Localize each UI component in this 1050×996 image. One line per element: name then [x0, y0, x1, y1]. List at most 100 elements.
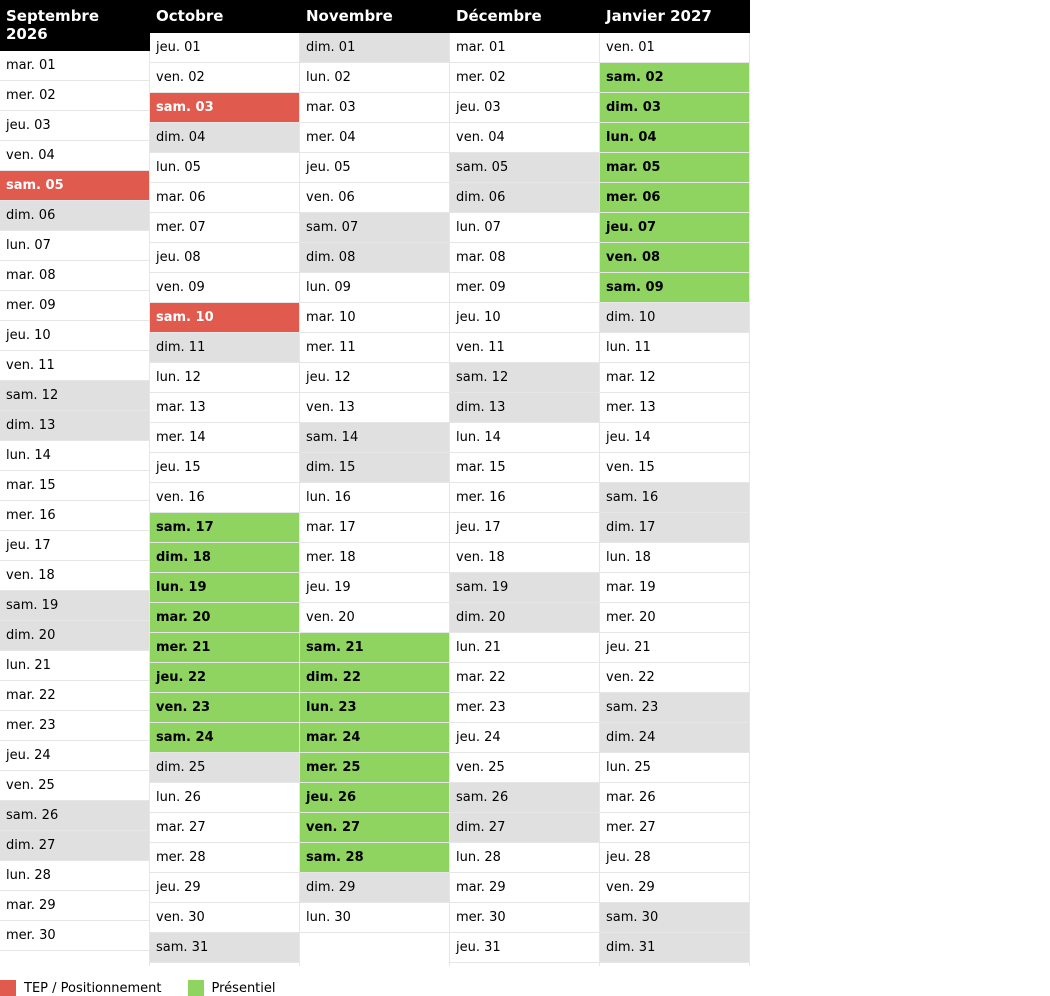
empty-cell [300, 933, 450, 966]
day-cell: mer. 16 [0, 501, 150, 531]
day-cell: mar. 27 [150, 813, 300, 843]
day-cell: jeu. 26 [300, 783, 450, 813]
day-cell: mer. 09 [450, 273, 600, 303]
day-cell: ven. 11 [450, 333, 600, 363]
day-cell: mar. 01 [0, 51, 150, 81]
month-column-janvier: Janvier 2027 ven. 01 sam. 02 dim. 03 lun. 0… [600, 0, 750, 966]
day-cell: sam. 23 [600, 693, 750, 723]
day-cell: mar. 05 [600, 153, 750, 183]
day-cell: ven. 02 [150, 63, 300, 93]
day-cell: ven. 30 [150, 903, 300, 933]
day-cell: sam. 17 [150, 513, 300, 543]
day-cell: ven. 25 [0, 771, 150, 801]
day-cell: lun. 16 [300, 483, 450, 513]
day-cell: jeu. 24 [0, 741, 150, 771]
day-cell: dim. 17 [600, 513, 750, 543]
day-cell: ven. 27 [300, 813, 450, 843]
day-cell: mer. 27 [600, 813, 750, 843]
day-cell: mer. 07 [150, 213, 300, 243]
day-cell: sam. 12 [450, 363, 600, 393]
legend: TEP / Positionnement Présentiel [0, 980, 302, 996]
day-cell: ven. 04 [0, 141, 150, 171]
day-cell: ven. 01 [600, 33, 750, 63]
day-cell: mer. 20 [600, 603, 750, 633]
day-cell: ven. 15 [600, 453, 750, 483]
day-cell: sam. 24 [150, 723, 300, 753]
day-cell: ven. 04 [450, 123, 600, 153]
day-cell: dim. 18 [150, 543, 300, 573]
day-cell: mar. 20 [150, 603, 300, 633]
day-cell: ven. 22 [600, 663, 750, 693]
month-column-novembre: Novembre dim. 01 lun. 02 mar. 03 mer. 04 jeu… [300, 0, 450, 966]
day-cell: lun. 05 [150, 153, 300, 183]
day-cell: jeu. 08 [150, 243, 300, 273]
empty-cell [0, 951, 150, 966]
day-cell: mar. 29 [0, 891, 150, 921]
day-cell: jeu. 07 [600, 213, 750, 243]
day-cell: ven. 13 [300, 393, 450, 423]
legend-swatch-green [187, 980, 204, 996]
day-cell: jeu. 15 [150, 453, 300, 483]
day-cell: ven. 29 [600, 873, 750, 903]
legend-item-tep: TEP / Positionnement [0, 980, 162, 996]
empty-cell [150, 963, 300, 966]
legend-label: Présentiel [211, 980, 276, 996]
day-cell: sam. 26 [0, 801, 150, 831]
month-column-octobre: Octobre jeu. 01 ven. 02 sam. 03 dim. 04 lun.… [150, 0, 300, 966]
day-cell: ven. 18 [0, 561, 150, 591]
day-cell: mer. 04 [300, 123, 450, 153]
day-cell: ven. 06 [300, 183, 450, 213]
day-cell: mar. 26 [600, 783, 750, 813]
day-cell: lun. 26 [150, 783, 300, 813]
day-cell: mar. 19 [600, 573, 750, 603]
day-cell: mer. 23 [450, 693, 600, 723]
day-cell: ven. 09 [150, 273, 300, 303]
day-cell: mer. 02 [450, 63, 600, 93]
day-cell: lun. 14 [0, 441, 150, 471]
day-cell: jeu. 14 [600, 423, 750, 453]
day-cell: dim. 11 [150, 333, 300, 363]
day-list: mar. 01 mer. 02 jeu. 03 ven. 04 sam. 05 dim. … [0, 51, 150, 966]
day-cell: dim. 31 [600, 933, 750, 963]
day-cell: sam. 30 [600, 903, 750, 933]
day-cell: mer. 11 [300, 333, 450, 363]
month-header: Décembre [450, 0, 600, 33]
day-cell: dim. 20 [450, 603, 600, 633]
day-cell: mer. 25 [300, 753, 450, 783]
day-cell: sam. 19 [450, 573, 600, 603]
day-cell: mer. 06 [600, 183, 750, 213]
day-cell: jeu. 31 [450, 933, 600, 963]
day-cell: mer. 02 [0, 81, 150, 111]
day-cell: mar. 13 [150, 393, 300, 423]
day-cell: lun. 09 [300, 273, 450, 303]
day-cell: sam. 14 [300, 423, 450, 453]
day-cell: jeu. 17 [450, 513, 600, 543]
day-cell: lun. 21 [0, 651, 150, 681]
day-list: dim. 01 lun. 02 mar. 03 mer. 04 jeu. 05 ven. … [300, 33, 450, 966]
day-cell: sam. 05 [0, 171, 150, 201]
legend-item-presentiel: Présentiel [187, 980, 276, 996]
day-cell: jeu. 10 [0, 321, 150, 351]
day-cell: jeu. 10 [450, 303, 600, 333]
day-cell: jeu. 29 [150, 873, 300, 903]
day-cell: dim. 25 [150, 753, 300, 783]
day-cell: mer. 28 [150, 843, 300, 873]
day-cell: dim. 15 [300, 453, 450, 483]
day-cell: jeu. 05 [300, 153, 450, 183]
day-cell: mar. 08 [0, 261, 150, 291]
day-cell: dim. 13 [450, 393, 600, 423]
day-cell: sam. 10 [150, 303, 300, 333]
calendar-grid: Septembre 2026 mar. 01 mer. 02 jeu. 03 ven.… [0, 0, 750, 966]
day-cell: sam. 05 [450, 153, 600, 183]
day-cell: mer. 21 [150, 633, 300, 663]
day-cell: dim. 03 [600, 93, 750, 123]
day-list: jeu. 01 ven. 02 sam. 03 dim. 04 lun. 05 mar. … [150, 33, 300, 966]
day-cell: mer. 18 [300, 543, 450, 573]
day-cell: mar. 03 [300, 93, 450, 123]
month-header: Novembre [300, 0, 450, 33]
day-cell: sam. 03 [150, 93, 300, 123]
day-cell: dim. 27 [450, 813, 600, 843]
day-cell: lun. 04 [600, 123, 750, 153]
day-cell: ven. 23 [150, 693, 300, 723]
day-cell: lun. 23 [300, 693, 450, 723]
